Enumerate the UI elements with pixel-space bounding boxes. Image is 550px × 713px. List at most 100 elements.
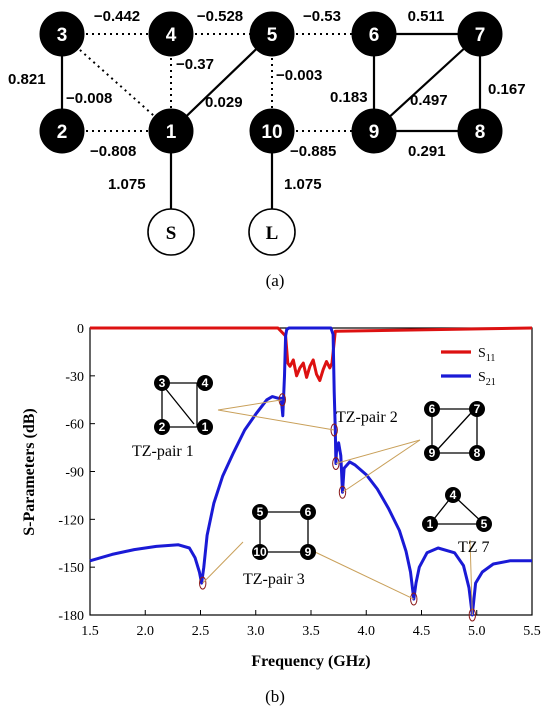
legend-s11-main: S	[478, 346, 486, 361]
node-9: 9	[351, 108, 397, 154]
edge-7-9	[373, 33, 481, 132]
tz-markers	[199, 393, 477, 622]
x-tick-label: 5.0	[468, 624, 486, 639]
inset-tz-7: 4 1 5 TZ 7	[422, 487, 492, 556]
coupling-4-1: −0.37	[176, 56, 214, 73]
coupling-5-6: −0.53	[303, 8, 341, 25]
coupling-1-S: 1.075	[108, 176, 146, 193]
node-load: L	[248, 208, 296, 256]
inset-tz1-node-4: 4	[197, 375, 213, 391]
inset-tz2-node-7-label: 7	[474, 402, 481, 416]
label-tz-pair-3: TZ-pair 3	[243, 571, 305, 588]
leader-line	[217, 409, 335, 431]
inset-tz7-node-4: 4	[445, 487, 461, 503]
y-tick-label: -90	[65, 466, 84, 481]
inset-tz3-node-6: 6	[300, 504, 316, 520]
leader-line	[335, 439, 421, 465]
inset-tz2-node-8: 8	[469, 445, 485, 461]
coupling-4-5: −0.528	[197, 8, 243, 25]
x-tick-label: 4.5	[413, 624, 431, 639]
node-3: 3	[39, 11, 85, 57]
inset-tz2-node-9: 9	[424, 445, 440, 461]
tz-marker	[330, 423, 338, 437]
inset-tz1-node-4-label: 4	[202, 376, 209, 390]
x-tick-label: 4.0	[358, 624, 376, 639]
node-6-label: 6	[369, 25, 380, 46]
x-tick-label: 3.5	[302, 624, 320, 639]
x-tick-label: 2.5	[192, 624, 210, 639]
inset-tz2-node-7: 7	[469, 401, 485, 417]
inset-tz-pair-3: 5 6 10 9 TZ-pair 3	[243, 504, 316, 588]
edge-5-1	[170, 33, 273, 132]
inset-tz-pair-2: 6 7 9 8 TZ-pair 2	[336, 401, 485, 461]
label-tz-pair-2: TZ-pair 2	[336, 409, 398, 426]
node-7-label: 7	[475, 25, 486, 46]
tz-marker	[199, 576, 207, 590]
inset-tz1-node-3-label: 3	[159, 376, 166, 390]
x-tick-label: 1.5	[81, 624, 99, 639]
node-3-label: 3	[57, 25, 68, 46]
caption-b: (b)	[265, 687, 285, 706]
y-tick-label: -150	[58, 561, 84, 576]
inset-tz-pair-1: 3 4 2 1 TZ-pair 1	[132, 375, 213, 460]
node-2-label: 2	[57, 122, 68, 143]
series-layer	[89, 326, 533, 617]
node-source-label: S	[166, 223, 177, 244]
series-line-s11	[90, 326, 533, 383]
series-line-s21	[89, 326, 532, 617]
inset-tz3-node-10: 10	[252, 544, 268, 560]
node-source: S	[147, 208, 195, 256]
coupling-5-1: 0.029	[205, 94, 243, 111]
y-tick-label: -30	[65, 370, 84, 385]
coupling-topology: −0.442 −0.528 −0.53 0.511 0.821 −0.008 −…	[8, 8, 526, 256]
inset-tz1-node-1-label: 1	[202, 420, 209, 434]
x-axis-title: Frequency (GHz)	[251, 653, 370, 670]
tz-marker	[338, 485, 347, 499]
node-1: 1	[148, 108, 194, 154]
inset-tz3-links	[259, 511, 309, 553]
leader-line	[342, 439, 421, 493]
inset-tz1-node-2: 2	[154, 419, 170, 435]
leader-line	[217, 399, 283, 411]
node-10: 10	[249, 108, 295, 154]
y-tick-label: -180	[58, 609, 84, 624]
node-7: 7	[457, 11, 503, 57]
legend-s11-sub: 11	[486, 353, 496, 364]
coupling-9-8: 0.291	[408, 143, 446, 160]
inset-tz1-links	[161, 382, 198, 428]
legend-label-s11: S11	[478, 346, 495, 364]
y-tick-label: -60	[65, 418, 84, 433]
x-tick-label: 3.0	[247, 624, 265, 639]
tz-marker	[332, 457, 340, 471]
inset-tz2-node-8-label: 8	[474, 446, 481, 460]
inset-tz7-node-4-label: 4	[450, 488, 457, 502]
x-tick-label: 2.0	[137, 624, 155, 639]
inset-tz3-node-5: 5	[252, 504, 268, 520]
tz-marker	[410, 592, 418, 606]
node-1-label: 1	[166, 122, 177, 143]
node-4-label: 4	[166, 25, 177, 46]
annotation-leaders	[202, 399, 473, 616]
node-5-label: 5	[267, 25, 278, 46]
coupling-2-1: −0.808	[90, 143, 136, 160]
node-8: 8	[457, 108, 503, 154]
node-9-label: 9	[369, 122, 380, 143]
leader-line	[314, 551, 414, 600]
node-10-label: 10	[261, 122, 282, 143]
inset-tz3-node-10-label: 10	[253, 545, 267, 559]
label-tz-pair-1: TZ-pair 1	[132, 443, 194, 460]
y-tick-label: 0	[77, 322, 84, 337]
coupling-7-8: 0.167	[488, 81, 526, 98]
x-tick-label: 5.5	[523, 624, 541, 639]
s-parameter-chart: 1.5 2.0 2.5 3.0 3.5 4.0 4.5 5.0 5.5 0 -30 -60 -90 -12…	[21, 322, 541, 670]
axis-ticks: 1.5 2.0 2.5 3.0 3.5 4.0 4.5 5.0 5.5 0 -30 -60 -90 -12…	[58, 322, 540, 639]
node-4: 4	[148, 11, 194, 57]
coupling-3-4: −0.442	[94, 8, 140, 25]
inset-tz7-node-5: 5	[476, 516, 492, 532]
leader-line	[469, 539, 473, 616]
coupling-6-9: 0.183	[330, 89, 368, 106]
coupling-3-2: 0.821	[8, 71, 46, 88]
coupling-6-7: 0.511	[408, 8, 445, 25]
leader-line	[202, 541, 244, 584]
